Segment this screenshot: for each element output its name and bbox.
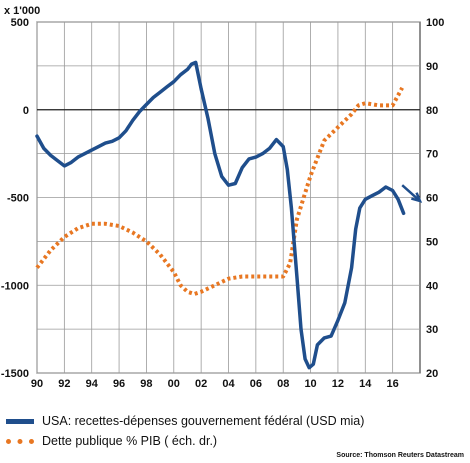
y-left-tick-label: -1000: [1, 280, 29, 292]
y-right-tick-label: 60: [426, 193, 438, 205]
legend-swatch-solid: [6, 418, 34, 424]
y-right-tick-label: 90: [426, 61, 438, 73]
legend-label: USA: recettes-dépenses gouvernement fédé…: [42, 414, 365, 428]
grid: [36, 21, 421, 374]
trend-arrow-shaft: [401, 184, 421, 202]
x-tick-label: 00: [168, 378, 180, 390]
x-tick-label: 02: [195, 378, 207, 390]
x-tick-label: 16: [387, 378, 399, 390]
y-left-tick-label: -500: [7, 193, 29, 205]
x-tick-label: 08: [277, 378, 289, 390]
series-line-balance: [35, 60, 406, 370]
y-left-tick-label: 500: [11, 17, 29, 29]
y-right-axis-ticks: 100 90 80 70 60 50 40 30 20: [426, 17, 444, 380]
y-right-tick-label: 70: [426, 149, 438, 161]
x-tick-label: 06: [250, 378, 262, 390]
y-left-axis-ticks: 500 0 -500 -1000 -1500: [1, 17, 29, 380]
chart: 90 92 94 96 98 00 02 04 06 08 10 12 14 16 500 0 -500 -10…: [1, 5, 445, 390]
y-right-tick-label: 80: [426, 105, 438, 117]
annotations: [401, 184, 423, 203]
x-tick-label: 92: [58, 378, 70, 390]
legend-swatch-dotted: [6, 438, 34, 444]
y-right-tick-label: 20: [426, 368, 438, 380]
legend: USA: recettes-dépenses gouvernement fédé…: [6, 411, 466, 451]
y-right-tick-label: 30: [426, 324, 438, 336]
y-right-tick-label: 100: [426, 17, 444, 29]
series: [35, 60, 406, 370]
y-right-tick-label: 50: [426, 236, 438, 248]
x-tick-label: 12: [332, 378, 344, 390]
x-tick-label: 98: [140, 378, 152, 390]
x-axis-ticks: 90 92 94 96 98 00 02 04 06 08 10 12 14 16: [31, 378, 399, 390]
y-right-tick-label: 40: [426, 280, 438, 292]
legend-item: Dette publique % PIB ( éch. dr.): [6, 431, 466, 451]
x-tick-label: 04: [222, 378, 235, 390]
series-line-debt: [35, 86, 404, 296]
x-tick-label: 14: [359, 378, 372, 390]
x-tick-label: 96: [113, 378, 125, 390]
y-left-tick-label: -1500: [1, 368, 29, 380]
trend-arrow-head: [411, 192, 423, 203]
x-tick-label: 10: [304, 378, 316, 390]
source-note: Source: Thomson Reuters Datastream: [336, 452, 464, 459]
y-left-unit-label: x 1'000: [4, 5, 40, 17]
y-left-tick-label: 0: [23, 105, 29, 117]
x-tick-label: 90: [31, 378, 43, 390]
legend-item: USA: recettes-dépenses gouvernement fédé…: [6, 411, 466, 431]
legend-label: Dette publique % PIB ( éch. dr.): [42, 434, 218, 448]
x-tick-label: 94: [86, 378, 99, 390]
